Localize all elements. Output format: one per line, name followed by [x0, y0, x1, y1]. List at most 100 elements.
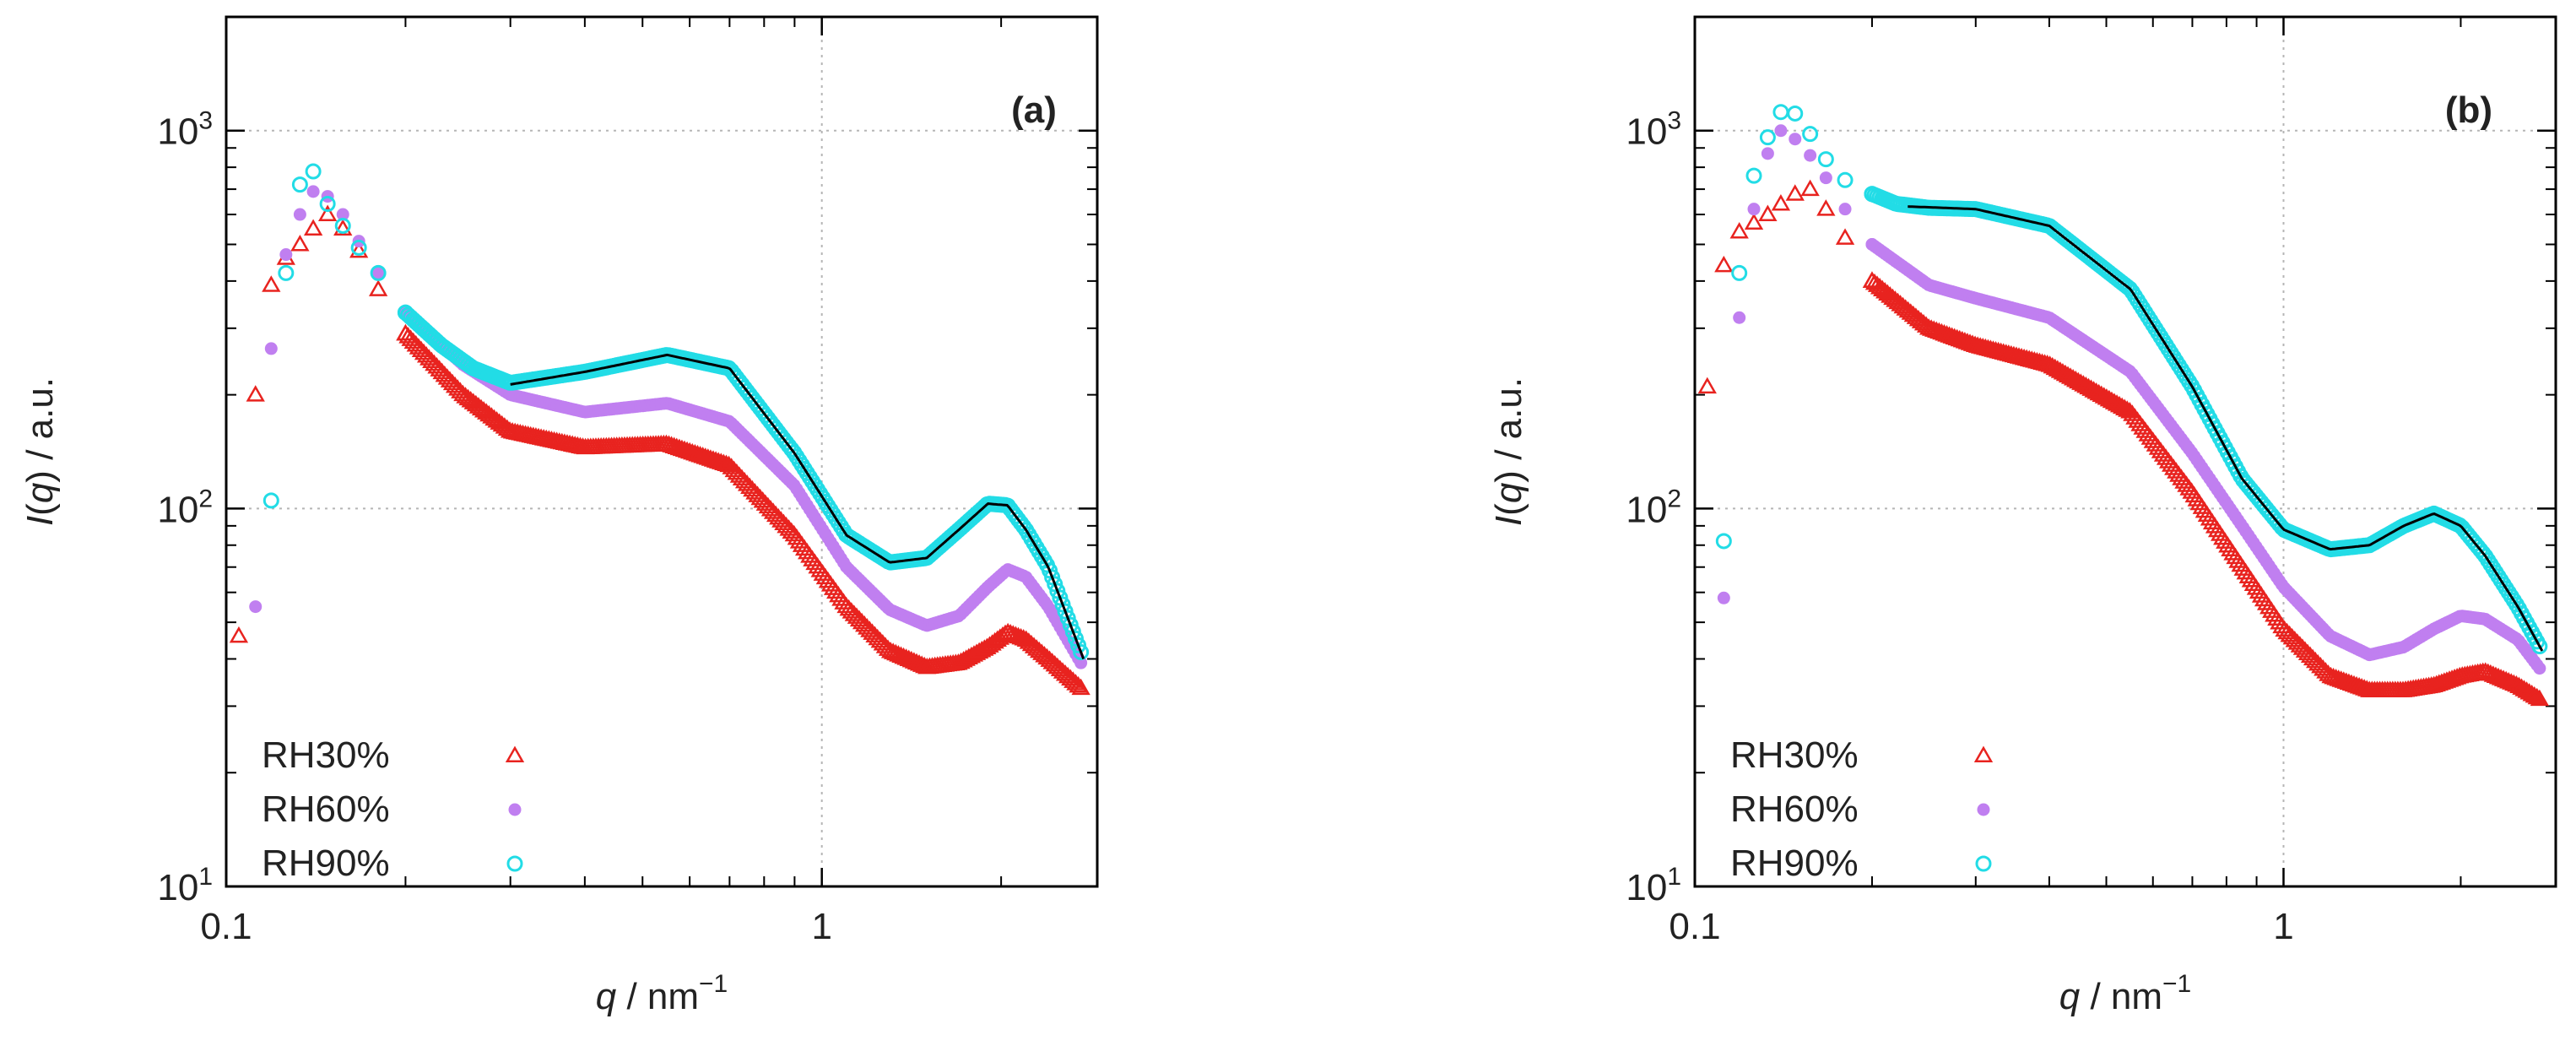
legend-marker: [1975, 855, 1992, 872]
data-point: [306, 185, 320, 198]
legend-label: RH90%: [1730, 843, 1859, 884]
legend-label: RH30%: [1730, 734, 1859, 776]
data-point: [249, 600, 262, 614]
data-point: [264, 342, 278, 355]
data-point: [278, 264, 295, 281]
data-point: [1819, 171, 1832, 185]
x-tick-label: 0.1: [1669, 906, 1720, 947]
y-tick-label: 101: [1626, 863, 1681, 908]
legend: RH30% RH60% RH90%: [1730, 734, 1994, 884]
data-point: [1747, 203, 1761, 216]
y-tick-label: 102: [1626, 485, 1681, 530]
data-point: [370, 264, 387, 281]
data-point: [2527, 687, 2546, 705]
x-axis-label: q / nm−1: [2059, 970, 2192, 1017]
data-point: [1744, 213, 1764, 230]
data-point: [1758, 204, 1778, 222]
plot-frame: [225, 15, 1099, 888]
data-point: [2531, 637, 2548, 654]
data-point: [290, 234, 310, 252]
data-point: [1733, 311, 1746, 324]
data-point: [319, 196, 336, 213]
data-point: [1759, 129, 1776, 146]
series-rh90pct: [1715, 104, 2548, 654]
data-point: [1729, 222, 1749, 239]
chart-panel-a: 0.1 1 101 102 103 (a) RH30% RH60% RH90% q / nm−1 I…: [19, 15, 1099, 1017]
data-point: [371, 266, 385, 279]
data-point: [349, 241, 369, 258]
data-point: [262, 492, 279, 509]
data-point: [279, 248, 293, 262]
legend-marker: [1973, 745, 1994, 762]
data-point: [1761, 147, 1774, 160]
data-point: [1697, 377, 1717, 394]
data-point: [305, 163, 322, 180]
data-point: [1835, 228, 1855, 245]
x-tick-label: 0.1: [200, 906, 252, 947]
legend-label: RH90%: [262, 843, 390, 884]
data-point: [2530, 689, 2550, 707]
data-point: [1771, 193, 1791, 211]
series-rh60pct: [1717, 124, 2546, 675]
data-point: [1745, 167, 1762, 184]
legend-label: RH60%: [1730, 789, 1859, 830]
data-point: [1800, 179, 1820, 197]
data-point: [1802, 126, 1819, 143]
data-point: [246, 385, 265, 402]
data-point: [1817, 151, 1834, 168]
data-point: [334, 217, 351, 234]
data-point: [303, 219, 323, 236]
data-point: [1717, 591, 1730, 604]
data-point: [1015, 518, 1032, 535]
panel-label: (a): [1011, 89, 1057, 131]
legend-marker: [506, 855, 523, 872]
data-point: [368, 279, 388, 296]
legend: RH30% RH60% RH90%: [262, 734, 525, 884]
panel-label: (b): [2445, 89, 2492, 131]
y-axis-label: I(q) / a.u.: [19, 377, 61, 526]
data-point: [229, 626, 249, 643]
data-point: [1789, 133, 1802, 146]
plot-frame: [1693, 15, 2557, 888]
data-point: [1071, 678, 1090, 696]
y-tick-label: 103: [1626, 107, 1681, 153]
data-point: [336, 208, 349, 221]
data-point: [1785, 184, 1805, 201]
data-point: [333, 219, 353, 236]
data-point: [293, 208, 306, 221]
x-tick-label: 1: [2273, 906, 2293, 947]
chart-panel-b: 0.1 1 101 102 103 (b) RH30% RH60% RH90% q / nm−1 I…: [1488, 15, 2557, 1017]
data-point: [1069, 675, 1088, 693]
data-point: [1073, 643, 1090, 660]
legend-marker: [508, 803, 522, 816]
data-point: [1774, 124, 1788, 138]
data-point: [1804, 149, 1817, 162]
data-point: [1837, 171, 1854, 188]
y-tick-label: 103: [157, 107, 213, 153]
data-point: [1715, 533, 1732, 550]
legend-marker: [1977, 803, 1990, 816]
data-point: [1838, 203, 1852, 216]
plot-area: [1695, 17, 2556, 886]
data-point: [291, 176, 308, 193]
x-axis-label: q / nm−1: [596, 970, 728, 1017]
y-tick-label: 102: [157, 485, 213, 530]
data-point: [1787, 105, 1804, 122]
data-point: [1918, 317, 1939, 335]
fit-line: [1908, 205, 2544, 652]
data-point: [1074, 656, 1088, 669]
legend-marker: [505, 745, 525, 762]
data-point: [262, 275, 281, 292]
data-point: [1731, 264, 1748, 281]
plot-area: [226, 17, 1097, 886]
series-rh30pct: [229, 204, 1090, 696]
data-point: [1714, 255, 1734, 273]
y-axis-label: I(q) / a.u.: [1488, 377, 1529, 526]
legend-label: RH60%: [262, 789, 390, 830]
data-point: [317, 204, 338, 222]
data-point: [2533, 662, 2546, 675]
legend-label: RH30%: [262, 734, 390, 776]
data-point: [1816, 199, 1836, 216]
data-point: [350, 239, 367, 256]
